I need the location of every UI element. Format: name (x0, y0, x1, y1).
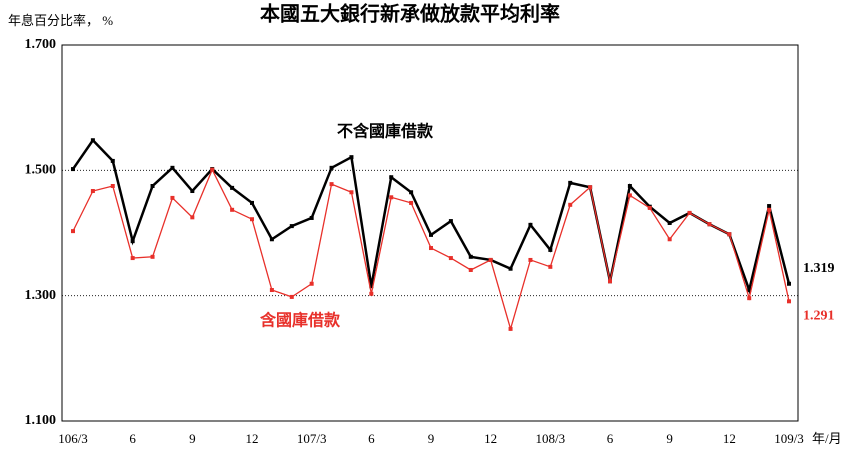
x-tick-label: 12 (723, 431, 736, 446)
point-marker (448, 219, 453, 224)
x-tick-label: 9 (428, 431, 435, 446)
point-marker (150, 254, 155, 259)
point-marker (90, 189, 95, 194)
x-tick-label: 106/3 (58, 431, 88, 446)
point-marker (687, 210, 692, 215)
point-marker (170, 165, 175, 170)
point-marker (289, 294, 294, 299)
point-marker (309, 215, 314, 220)
point-marker (488, 257, 493, 262)
point-marker (508, 266, 513, 271)
point-marker (329, 165, 334, 170)
point-marker (608, 279, 612, 284)
x-tick-label: 6 (129, 431, 136, 446)
point-marker (647, 205, 652, 210)
point-marker (528, 222, 533, 227)
point-marker (309, 281, 314, 286)
y-tick-label: 1.700 (25, 37, 57, 52)
point-marker (71, 167, 75, 172)
point-marker (548, 247, 553, 252)
point-marker (429, 246, 433, 251)
point-marker (71, 229, 75, 234)
x-tick-label: 9 (666, 431, 673, 446)
point-marker (369, 284, 374, 289)
point-marker (349, 190, 354, 195)
point-marker (667, 220, 672, 225)
series-line (71, 138, 791, 295)
point-marker (627, 184, 632, 188)
y-tick-label: 1.100 (25, 413, 57, 428)
point-marker (269, 237, 274, 242)
point-marker (190, 215, 195, 220)
point-marker (588, 185, 593, 190)
point-marker (409, 190, 414, 195)
point-marker (787, 299, 791, 304)
plot-frame (61, 44, 799, 422)
x-tick-label: 6 (607, 431, 614, 446)
value-label: 1.319 (803, 261, 835, 276)
point-marker (150, 184, 155, 188)
point-marker (170, 195, 175, 200)
point-marker (230, 207, 235, 212)
point-marker (329, 182, 334, 187)
point-marker (747, 288, 752, 293)
point-marker (528, 257, 533, 262)
point-marker (667, 237, 672, 242)
point-marker (210, 167, 215, 172)
point-marker (568, 202, 573, 207)
x-tick-label: 109/3 (774, 431, 804, 446)
point-marker (389, 195, 394, 200)
point-marker (250, 217, 254, 222)
point-marker (448, 256, 453, 261)
x-tick-label: 9 (189, 431, 196, 446)
point-marker (548, 264, 553, 269)
point-marker (409, 200, 414, 205)
point-marker (130, 256, 135, 261)
y-tick-label: 1.300 (25, 288, 57, 303)
x-axis-label: 年/月 (812, 431, 842, 446)
point-marker (508, 326, 513, 331)
value-label: 1.291 (803, 309, 835, 324)
point-marker (747, 296, 752, 301)
y-tick-label: 1.500 (25, 163, 57, 178)
x-tick-label: 107/3 (297, 431, 327, 446)
point-marker (767, 204, 772, 209)
point-marker (90, 138, 95, 143)
series-label: 不含國庫借款 (337, 122, 434, 141)
point-marker (130, 239, 135, 244)
point-marker (468, 267, 473, 272)
chart-title: 本國五大銀行新承做放款平均利率 (260, 2, 560, 26)
point-marker (110, 184, 115, 188)
x-tick-label: 6 (368, 431, 375, 446)
point-marker (250, 200, 254, 205)
point-marker (190, 189, 195, 194)
x-tick-label: 108/3 (536, 431, 566, 446)
x-tick-label: 12 (484, 431, 497, 446)
point-marker (289, 224, 294, 229)
point-marker (727, 232, 732, 237)
point-marker (568, 180, 573, 185)
series-label: 含國庫借款 (260, 311, 341, 330)
point-marker (269, 288, 274, 293)
point-marker (110, 158, 115, 163)
point-marker (627, 193, 632, 198)
y-axis-label: 年息百分比率， % (8, 13, 113, 28)
point-marker (369, 291, 374, 296)
point-marker (767, 207, 772, 212)
point-marker (230, 185, 235, 190)
point-marker (389, 175, 394, 180)
point-marker (429, 232, 433, 237)
point-marker (468, 254, 473, 259)
point-marker (349, 155, 354, 160)
point-marker (707, 222, 712, 227)
point-marker (787, 281, 791, 286)
x-tick-label: 12 (246, 431, 259, 446)
